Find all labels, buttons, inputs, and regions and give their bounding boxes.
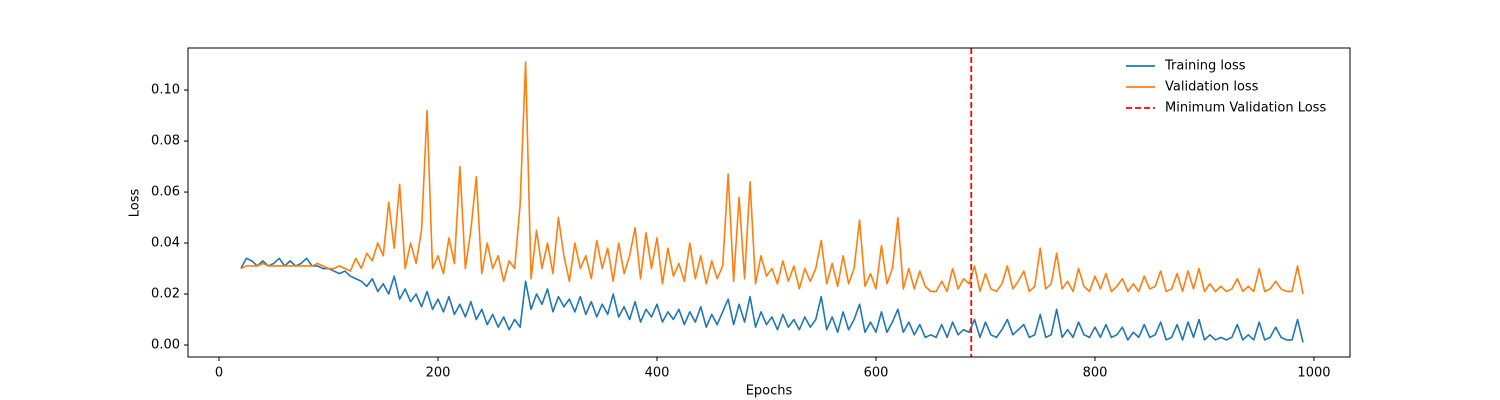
x-tick-label: 800 bbox=[1083, 366, 1108, 381]
x-axis-label: Epochs bbox=[746, 384, 793, 399]
legend-label: Validation loss bbox=[1165, 80, 1259, 95]
x-tick-label: 200 bbox=[426, 366, 451, 381]
y-tick-label: 0.08 bbox=[151, 134, 180, 149]
y-tick-label: 0.10 bbox=[151, 83, 180, 98]
plot-frame bbox=[187, 47, 1351, 358]
x-tick-label: 400 bbox=[645, 366, 670, 381]
y-tick-label: 0.06 bbox=[151, 185, 180, 200]
y-tick-label: 0.04 bbox=[151, 236, 180, 251]
x-tick-label: 600 bbox=[864, 366, 889, 381]
y-tick-label: 0.02 bbox=[151, 287, 180, 302]
legend-label: Minimum Validation Loss bbox=[1165, 101, 1326, 116]
legend-label: Training loss bbox=[1164, 59, 1246, 74]
x-tick-label: 0 bbox=[215, 366, 223, 381]
line-series bbox=[240, 257, 1304, 343]
y-tick-label: 0.00 bbox=[151, 338, 180, 353]
x-tick-label: 1000 bbox=[1297, 366, 1330, 381]
y-axis-label: Loss bbox=[128, 189, 143, 218]
line-series bbox=[240, 61, 1304, 295]
